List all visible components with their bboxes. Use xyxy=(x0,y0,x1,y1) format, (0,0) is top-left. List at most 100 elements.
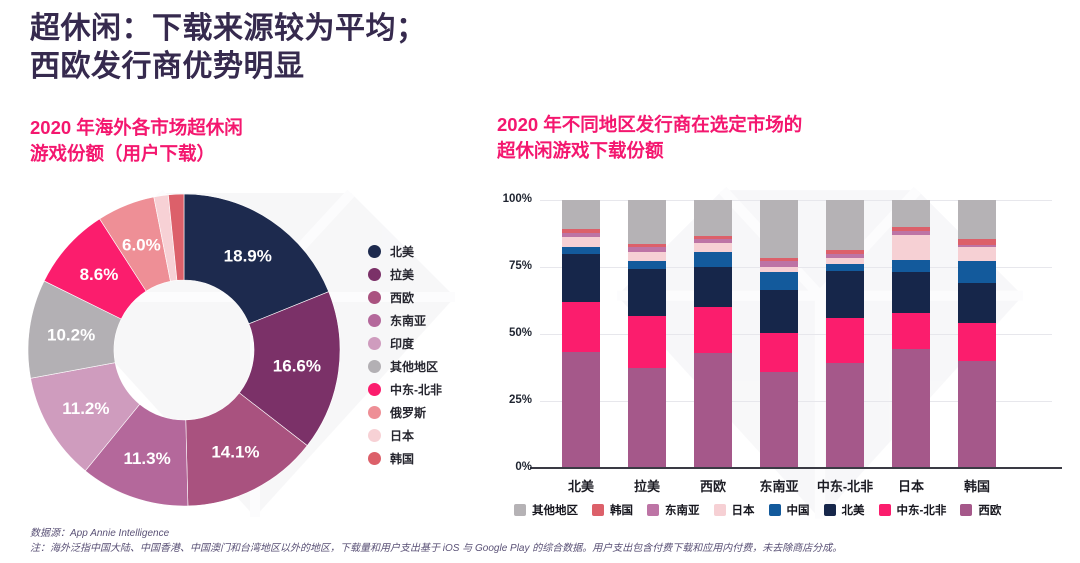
bar-legend-item-中东-北非: 中东-北非 xyxy=(878,502,946,518)
legend-label: 西欧 xyxy=(390,291,415,305)
bar-segment-北美 xyxy=(958,283,996,323)
legend-color-swatch xyxy=(647,504,659,516)
legend-label: 韩国 xyxy=(610,505,633,517)
legend-color-swatch xyxy=(592,504,604,516)
legend-item-俄罗斯: 俄罗斯 xyxy=(368,406,442,420)
bar-segment-中国 xyxy=(760,272,798,290)
bar-segment-西欧 xyxy=(694,353,732,468)
y-axis-tick-label: 75% xyxy=(508,260,532,272)
bar-segment-北美 xyxy=(562,253,600,303)
donut-slice-value: 18.9% xyxy=(224,247,272,266)
legend-color-dot xyxy=(368,291,381,304)
bar-column-拉美 xyxy=(628,200,666,468)
bar-segment-中东-北非 xyxy=(760,332,798,372)
legend-label: 东南亚 xyxy=(665,505,700,517)
x-axis-label-韩国: 韩国 xyxy=(963,479,990,494)
bar-segment-北美 xyxy=(826,270,864,318)
legend-color-dot xyxy=(368,360,381,373)
bar-legend-item-北美: 北美 xyxy=(823,502,865,518)
donut-slice-韩国 xyxy=(168,193,185,281)
legend-item-北美: 北美 xyxy=(368,245,442,259)
legend-color-dot xyxy=(368,429,381,442)
bar-segment-北美 xyxy=(760,289,798,333)
legend-item-日本: 日本 xyxy=(368,429,442,443)
bar-segment-日本 xyxy=(958,247,996,262)
legend-label: 其他地区 xyxy=(390,360,439,374)
legend-color-dot xyxy=(368,314,381,327)
bar-column-北美 xyxy=(562,200,600,468)
bar-segment-其他地区 xyxy=(628,200,666,245)
bar-segment-韩国 xyxy=(826,249,864,254)
bar-segment-日本 xyxy=(826,258,864,265)
legend-color-dot xyxy=(368,452,381,465)
bar-segment-东南亚 xyxy=(958,244,996,248)
bar-legend-item-中国: 中国 xyxy=(768,502,810,518)
legend-color-swatch xyxy=(960,504,973,516)
bar-segment-中东-北非 xyxy=(892,313,930,349)
bar-segment-西欧 xyxy=(892,348,930,468)
x-axis-label-西欧: 西欧 xyxy=(699,479,726,494)
legend-item-拉美: 拉美 xyxy=(368,268,442,282)
bar-segment-东南亚 xyxy=(892,230,930,235)
legend-color-swatch xyxy=(514,504,526,516)
bar-segment-韩国 xyxy=(628,244,666,248)
bar-segment-中东-北非 xyxy=(694,307,732,354)
legend-color-dot xyxy=(368,383,381,396)
bar-segment-韩国 xyxy=(892,226,930,231)
bar-segment-其他地区 xyxy=(892,200,930,227)
bar-segment-东南亚 xyxy=(694,239,732,243)
bar-legend-item-西欧: 西欧 xyxy=(960,502,1001,518)
bar-segment-日本 xyxy=(892,234,930,260)
bar-segment-其他地区 xyxy=(958,200,996,239)
bar-segment-中国 xyxy=(562,246,600,254)
legend-label: 日本 xyxy=(731,505,755,517)
bar-segment-北美 xyxy=(694,266,732,308)
bar-segment-东南亚 xyxy=(826,253,864,259)
x-axis-baseline xyxy=(530,467,1063,469)
bar-segment-中东-北非 xyxy=(562,302,600,352)
legend-color-swatch xyxy=(768,504,781,516)
bar-segment-韩国 xyxy=(958,238,996,245)
legend-label: 印度 xyxy=(390,337,415,351)
bar-segment-其他地区 xyxy=(562,200,600,230)
bar-segment-北美 xyxy=(628,269,666,316)
bar-segment-中东-北非 xyxy=(826,317,864,363)
x-axis-label-中东-北非: 中东-北非 xyxy=(816,479,874,494)
legend-label: 日本 xyxy=(390,429,415,443)
legend-item-印度: 印度 xyxy=(368,337,442,351)
legend-item-其他地区: 其他地区 xyxy=(368,360,442,374)
legend-label: 俄罗斯 xyxy=(390,406,427,420)
bar-segment-韩国 xyxy=(760,257,798,261)
bar-segment-其他地区 xyxy=(826,200,864,250)
bar-segment-中国 xyxy=(892,259,930,273)
bar-segment-东南亚 xyxy=(628,247,666,253)
bar-legend-item-东南亚: 东南亚 xyxy=(647,502,700,518)
donut-slice-北美 xyxy=(183,193,330,325)
bar-segment-其他地区 xyxy=(694,200,732,237)
bar-segment-中国 xyxy=(826,264,864,271)
legend-color-dot xyxy=(368,406,381,419)
y-axis-tick-label: 100% xyxy=(502,193,532,205)
legend-label: 北美 xyxy=(841,505,865,517)
donut-svg: 18.9% 16.6% 14.1% 11.3% 11.2% 10.2% 8.6%6.0% xyxy=(27,193,341,507)
bar-segment-东南亚 xyxy=(760,260,798,268)
donut-slice-西欧 xyxy=(185,392,308,507)
bar-segment-西欧 xyxy=(760,371,798,468)
bar-segment-中国 xyxy=(958,261,996,284)
donut-slice-value: 14.1% xyxy=(211,443,259,462)
donut-slice-value: 16.6% xyxy=(273,357,321,376)
legend-label: 北美 xyxy=(390,245,415,259)
bar-legend: 其他地区 韩国 东南亚 日本 中国 北美 中东-北非 西欧 xyxy=(514,502,1001,518)
methodology-note: 注：海外泛指中国大陆、中国香港、中国澳门和台湾地区以外的地区，下载量和用户支出基… xyxy=(30,543,843,554)
bar-chart-title: 2020 年不同地区发行商在选定市场的 超休闲游戏下载份额 xyxy=(497,114,803,161)
bar-segment-其他地区 xyxy=(760,200,798,258)
bar-segment-西欧 xyxy=(958,361,996,468)
legend-item-韩国: 韩国 xyxy=(368,452,442,466)
bar-segment-日本 xyxy=(694,242,732,252)
legend-label: 拉美 xyxy=(390,268,415,282)
legend-color-dot xyxy=(368,337,381,350)
y-axis-tick-label: 25% xyxy=(508,394,532,406)
bar-column-韩国 xyxy=(958,200,996,468)
bar-segment-西欧 xyxy=(628,367,666,468)
